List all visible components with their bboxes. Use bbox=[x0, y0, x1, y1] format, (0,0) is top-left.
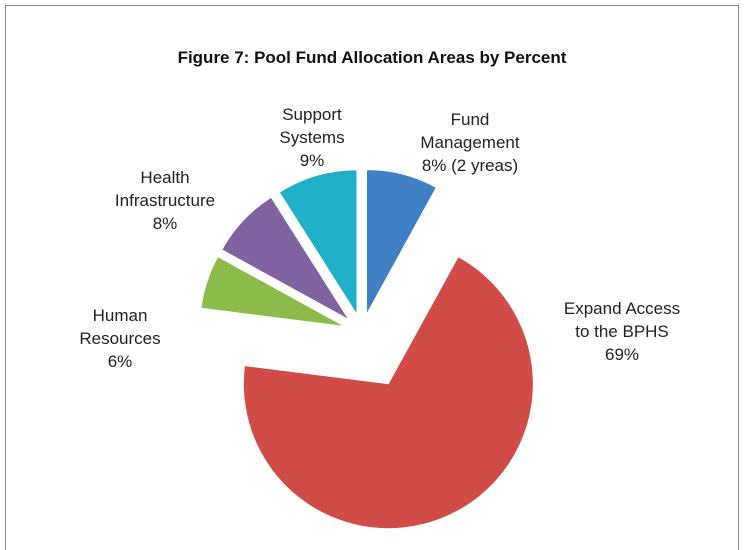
pie-slice bbox=[242, 255, 534, 530]
slice-value-label: 8% bbox=[152, 214, 178, 233]
slice-label: Health Infrastructure bbox=[114, 168, 216, 210]
chart-frame bbox=[5, 5, 739, 550]
pie-slice bbox=[221, 196, 350, 321]
slice-label: Fund Management bbox=[420, 110, 520, 152]
slice-label: Expand Access to the BPHS bbox=[563, 299, 681, 341]
pie-slice bbox=[278, 169, 358, 317]
slice-label: Human Resources bbox=[79, 306, 161, 348]
slice-value-label: 9% bbox=[299, 151, 325, 170]
pie-slice bbox=[200, 255, 346, 327]
slice-label: Support Systems bbox=[279, 105, 345, 147]
slice-value-label: 69% bbox=[604, 345, 640, 364]
slice-value-label: 6% bbox=[107, 352, 133, 371]
chart-title: Figure 7: Pool Fund Allocation Areas by … bbox=[177, 48, 567, 67]
slice-value-label: 8% (2 yreas) bbox=[421, 156, 519, 175]
pie-slice bbox=[365, 169, 438, 315]
